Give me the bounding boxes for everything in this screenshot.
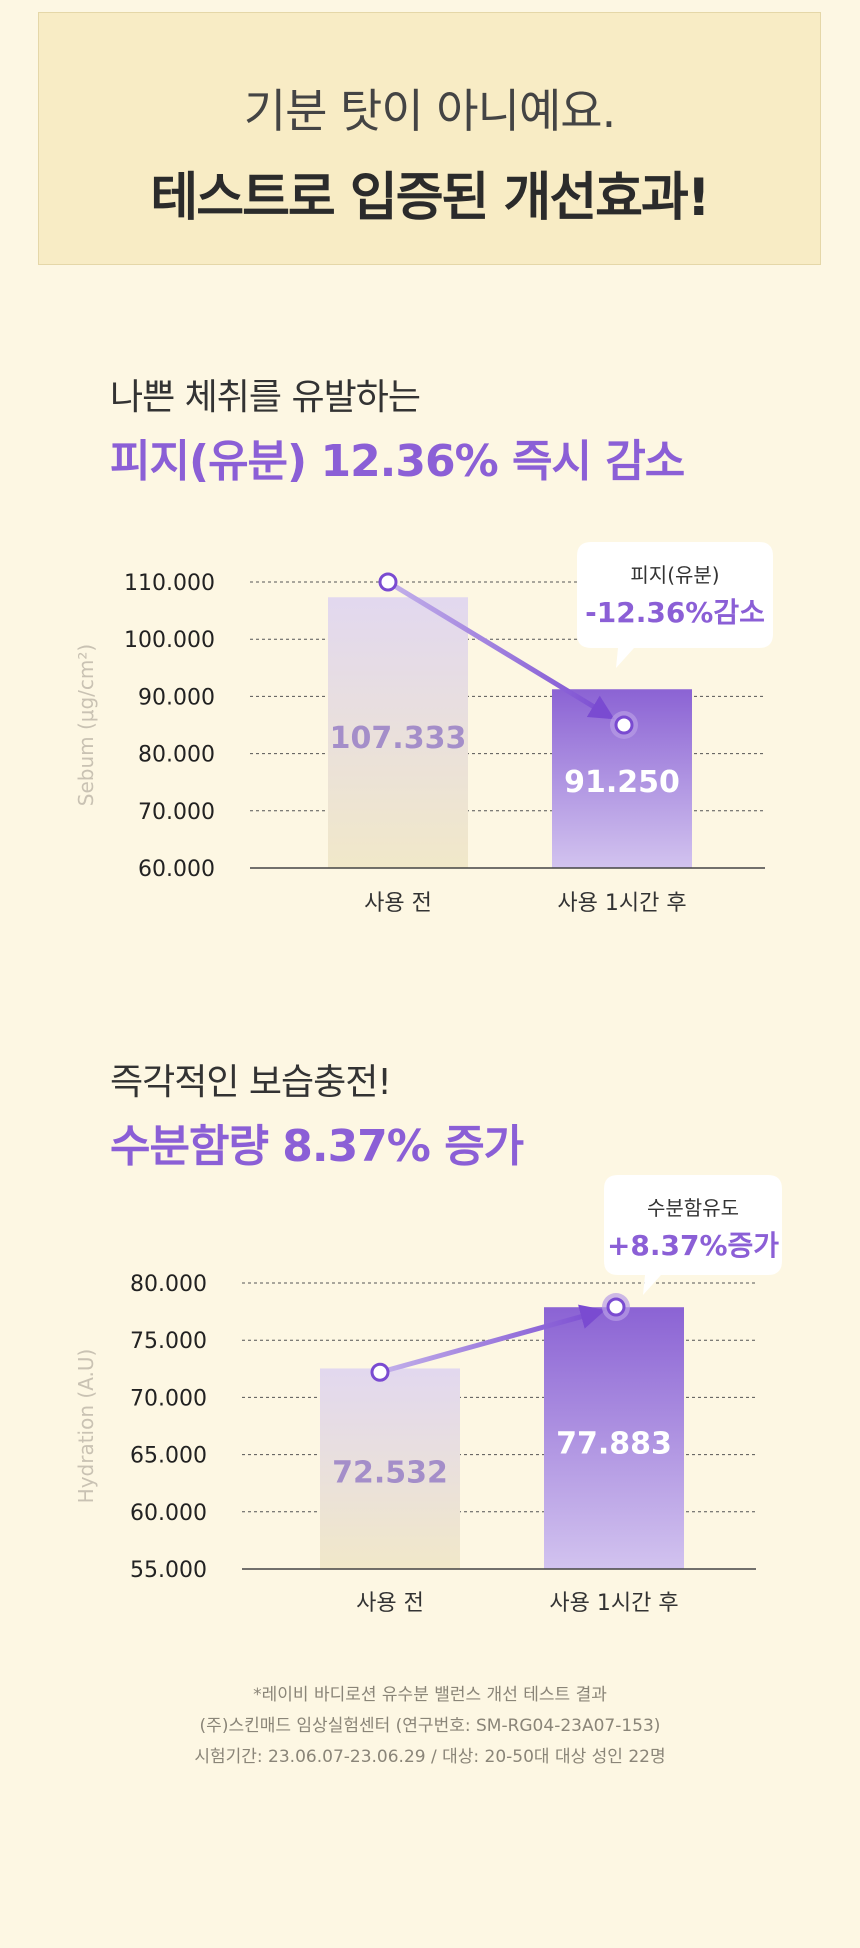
sebum-bar-before xyxy=(328,597,468,868)
sebum-y-tick-label: 70.000 xyxy=(138,800,215,825)
hydration-trend-point-end xyxy=(606,1297,626,1317)
sebum-y-tick-label: 80.000 xyxy=(138,743,215,768)
hydration-y-axis-title: Hydration (A.U) xyxy=(74,1349,98,1504)
hydration-chart-svg: 80.000 75.000 70.000 65.000 60.000 55.000 Hydr… xyxy=(74,1175,782,1616)
hydration-value-label-before: 72.532 xyxy=(332,1456,448,1491)
hydration-y-tick-label: 75.000 xyxy=(130,1329,207,1354)
sebum-y-tick-label: 60.000 xyxy=(138,857,215,882)
sebum-value-label-before: 107.333 xyxy=(330,721,467,756)
sebum-y-tick-label: 110.000 xyxy=(124,571,215,596)
section1-subtitle: 나쁜 체취를 유발하는 xyxy=(110,377,421,418)
sebum-callout-value: -12.36%감소 xyxy=(585,596,765,629)
footnote-line-3: 시험기간: 23.06.07-23.06.29 / 대상: 20-50대 대상 … xyxy=(194,1747,666,1767)
hydration-bar-after xyxy=(544,1307,684,1569)
sebum-value-label-after: 91.250 xyxy=(564,765,680,800)
section2-subtitle: 즉각적인 보습충전! xyxy=(110,1062,392,1103)
sebum-y-tick-label: 100.000 xyxy=(124,628,215,653)
hydration-callout-value: +8.37%증가 xyxy=(607,1229,779,1262)
hydration-y-tick-label: 80.000 xyxy=(130,1272,207,1297)
section2-title: 수분함량 8.37% 증가 xyxy=(110,1121,524,1172)
hydration-y-tick-label: 60.000 xyxy=(130,1501,207,1526)
sebum-trend-arrow xyxy=(386,579,615,720)
sebum-y-axis-title: Sebum (μg/cm²) xyxy=(74,644,98,806)
footnote-line-2: (주)스킨매드 임상실험센터 (연구번호: SM-RG04-23A07-153) xyxy=(199,1716,661,1736)
hydration-value-label-after: 77.883 xyxy=(556,1426,672,1461)
sebum-trend-point-start xyxy=(378,572,398,592)
sebum-chart-svg: 110.000 100.000 90.000 80.000 70.000 60.000 Se… xyxy=(74,542,773,916)
hydration-bar-before xyxy=(320,1368,460,1569)
hydration-category-label: 사용 1시간 후 xyxy=(549,1591,678,1616)
sebum-chart: 110.000 100.000 90.000 80.000 70.000 60.000 Se… xyxy=(0,530,860,930)
hydration-callout-bubble xyxy=(604,1175,782,1295)
sebum-trend-point-end xyxy=(614,715,634,735)
section1-title: 피지(유분) 12.36% 즉시 감소 xyxy=(110,436,685,487)
footnote-line-1: *레이비 바디로션 유수분 밸런스 개선 테스트 결과 xyxy=(253,1685,607,1705)
hydration-trend-arrow xyxy=(379,1304,606,1375)
hydration-callout-name: 수분함유도 xyxy=(647,1196,739,1220)
hydration-chart: 80.000 75.000 70.000 65.000 60.000 55.000 Hydr… xyxy=(0,1170,860,1630)
sebum-y-tick-label: 90.000 xyxy=(138,685,215,710)
hydration-y-tick-label: 65.000 xyxy=(130,1444,207,1469)
header-banner: 기분 탓이 아니예요. 테스트로 입증된 개선효과! xyxy=(38,12,821,265)
sebum-callout-bubble xyxy=(577,542,773,668)
hydration-trend-point-start xyxy=(370,1362,390,1382)
sebum-category-label: 사용 1시간 후 xyxy=(557,891,686,916)
hydration-category-label: 사용 전 xyxy=(356,1591,424,1616)
hydration-y-tick-label: 70.000 xyxy=(130,1386,207,1411)
hydration-y-tick-label: 55.000 xyxy=(130,1558,207,1583)
sebum-category-label: 사용 전 xyxy=(364,891,432,916)
header-title: 테스트로 입증된 개선효과! xyxy=(150,168,710,228)
header-subtitle: 기분 탓이 아니예요. xyxy=(243,84,616,138)
sebum-callout-name: 피지(유분) xyxy=(630,563,719,587)
